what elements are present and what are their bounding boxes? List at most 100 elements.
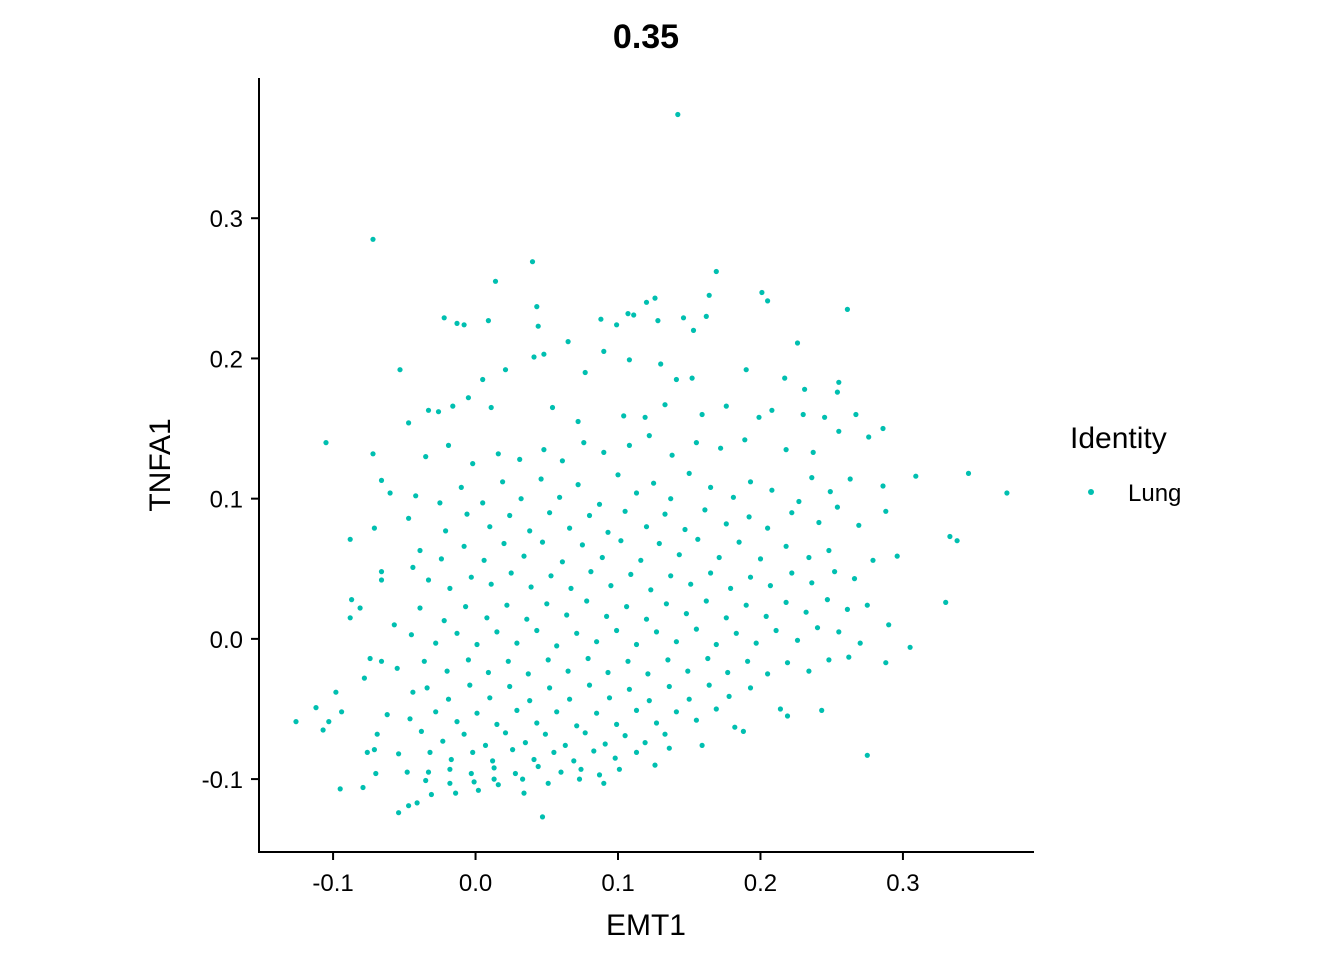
- data-point: [628, 571, 634, 578]
- data-point: [505, 658, 511, 664]
- data-point: [794, 340, 801, 346]
- data-point: [645, 671, 651, 677]
- data-point: [467, 682, 473, 688]
- data-point: [943, 599, 949, 606]
- data-point: [708, 570, 714, 576]
- data-point: [584, 598, 590, 604]
- data-point: [783, 543, 789, 549]
- data-point: [783, 447, 789, 453]
- data-point: [418, 728, 424, 735]
- data-point: [406, 803, 412, 809]
- data-point: [668, 573, 674, 579]
- data-point: [648, 587, 654, 593]
- data-point: [809, 580, 815, 586]
- data-point: [605, 669, 611, 676]
- data-point: [554, 709, 560, 715]
- data-point: [391, 622, 397, 628]
- data-point: [480, 500, 486, 506]
- data-point: [428, 791, 434, 798]
- data-point: [440, 738, 446, 744]
- data-point: [445, 696, 452, 702]
- data-point: [378, 477, 385, 483]
- data-point: [688, 581, 694, 587]
- data-point: [387, 490, 393, 496]
- data-point: [514, 640, 520, 646]
- data-point: [614, 322, 620, 328]
- data-point: [646, 698, 652, 704]
- data-point: [562, 742, 568, 749]
- data-point: [693, 626, 700, 632]
- data-point: [545, 780, 551, 786]
- legend-label-lung: Lung: [1128, 480, 1181, 507]
- data-point: [686, 470, 692, 476]
- data-point: [433, 709, 439, 715]
- data-point: [447, 585, 453, 592]
- data-point: [806, 668, 812, 674]
- data-point: [491, 765, 497, 771]
- data-point: [665, 657, 671, 663]
- data-point: [539, 814, 546, 820]
- data-point: [461, 543, 467, 549]
- data-point: [454, 719, 460, 725]
- data-point: [502, 367, 509, 373]
- data-point: [810, 449, 816, 455]
- data-point: [582, 730, 588, 736]
- data-point: [320, 727, 326, 733]
- data-point: [616, 766, 623, 772]
- data-point: [794, 637, 801, 643]
- data-point: [680, 315, 687, 321]
- data-point: [596, 501, 603, 507]
- data-point: [618, 538, 624, 544]
- data-point: [767, 583, 774, 589]
- data-point: [800, 411, 806, 418]
- data-point: [463, 604, 469, 610]
- data-point: [605, 529, 611, 535]
- data-point: [488, 581, 494, 587]
- data-point: [646, 433, 652, 439]
- data-point: [836, 629, 842, 635]
- data-point: [856, 522, 862, 528]
- data-point: [702, 507, 708, 513]
- data-point: [883, 660, 889, 666]
- data-point: [880, 425, 886, 432]
- data-point: [527, 528, 533, 534]
- data-point: [653, 629, 660, 635]
- data-point: [713, 641, 719, 648]
- data-point: [947, 533, 953, 540]
- data-point: [414, 800, 420, 806]
- data-point: [596, 772, 603, 778]
- legend-swatch-lung: [1088, 489, 1094, 495]
- data-point: [495, 451, 501, 457]
- data-point: [642, 414, 648, 420]
- data-point: [410, 564, 416, 571]
- data-point: [857, 640, 863, 646]
- data-point: [653, 720, 660, 726]
- data-point: [396, 751, 402, 757]
- data-point: [500, 479, 506, 485]
- data-point: [574, 723, 580, 729]
- data-point: [423, 777, 429, 784]
- data-point: [763, 613, 769, 620]
- data-point: [743, 602, 749, 608]
- data-point: [655, 318, 661, 324]
- data-point: [520, 776, 526, 782]
- data-point: [408, 632, 414, 638]
- data-point: [576, 776, 583, 782]
- data-point: [585, 655, 591, 662]
- data-point: [534, 720, 540, 726]
- data-point: [716, 554, 722, 561]
- chart-title: 0.35: [613, 18, 679, 56]
- data-point: [326, 719, 332, 725]
- data-point: [836, 428, 842, 434]
- data-point: [669, 452, 675, 458]
- data-point: [559, 559, 566, 565]
- data-point: [699, 742, 705, 749]
- data-point: [470, 461, 476, 467]
- x-axis-ticks: -0.1 0.0 0.1 0.2 0.3: [312, 852, 920, 897]
- data-point: [565, 668, 571, 674]
- data-point: [880, 483, 886, 489]
- data-point: [622, 508, 628, 514]
- data-point: [673, 639, 680, 645]
- data-point: [652, 762, 658, 768]
- data-point: [658, 361, 664, 367]
